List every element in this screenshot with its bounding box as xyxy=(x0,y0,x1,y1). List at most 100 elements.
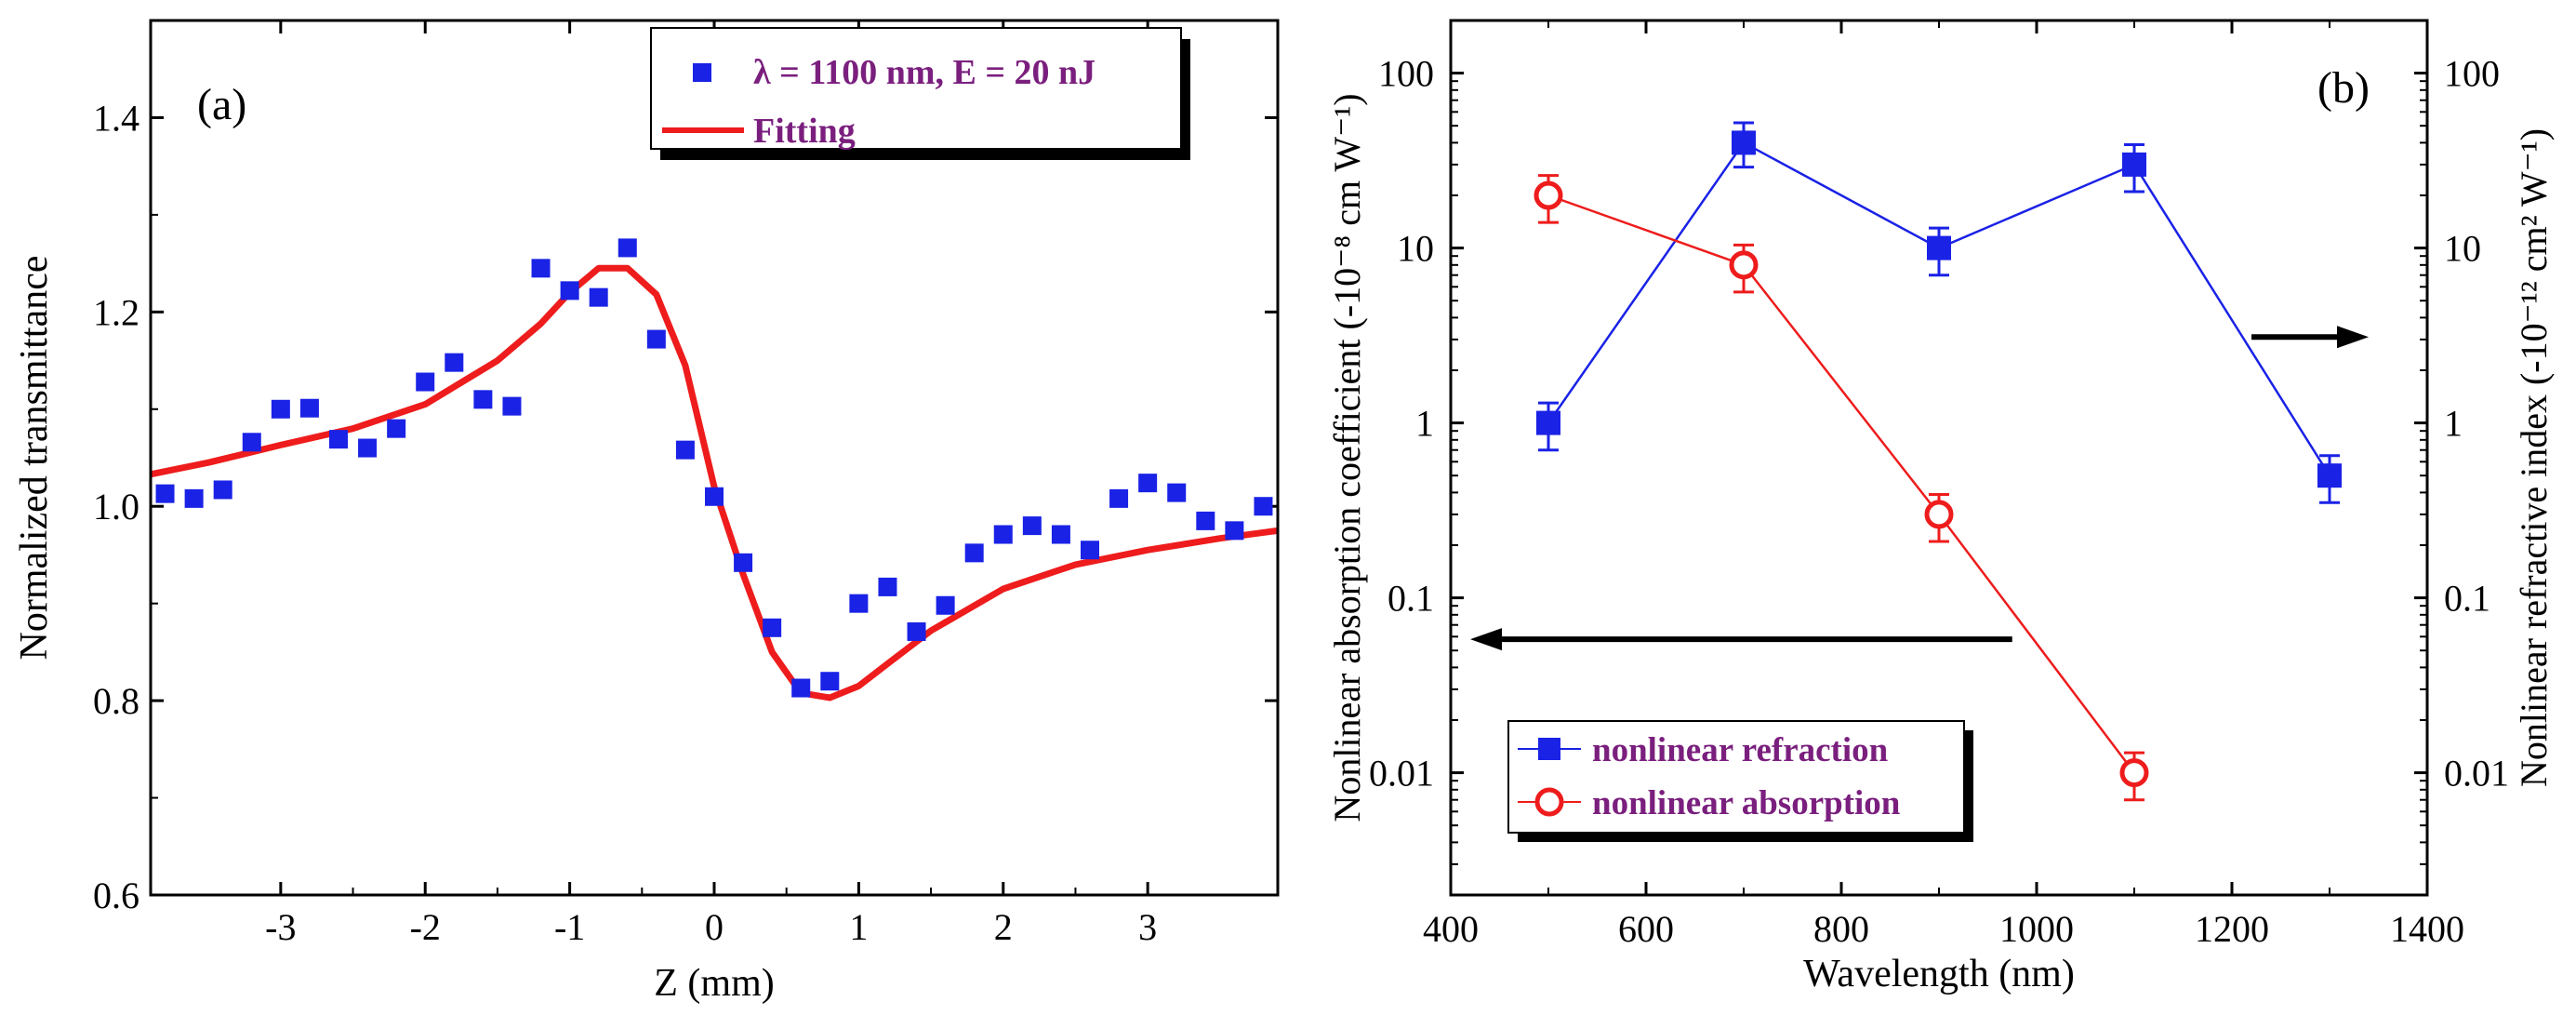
a-fitting-curve xyxy=(151,264,1278,701)
b-panel-label: (b) xyxy=(2317,63,2370,113)
a-data-point xyxy=(878,577,897,596)
a-y-tick-label: 1.2 xyxy=(93,291,139,333)
b-x-tick-label: 1000 xyxy=(1999,908,2074,950)
b-refraction-point xyxy=(2317,463,2342,488)
a-data-point xyxy=(213,480,232,500)
b-x-tick-label: 1400 xyxy=(2390,908,2464,950)
b-legend: nonlinear refraction nonlinear absorptio… xyxy=(1507,720,1973,842)
b-x-tick-label: 800 xyxy=(1813,908,1869,950)
a-data-point xyxy=(1081,541,1099,560)
panel-a: -3 -2 -1 0 1 2 3 0.6 0.8 1.0 1.2 1.4 (a) Z (mm) Nor… xyxy=(13,19,1280,1005)
b-x-tick-label: 600 xyxy=(1618,908,1674,950)
b-legend-circle-marker xyxy=(1534,787,1564,817)
a-data-point xyxy=(993,525,1013,544)
a-data-point xyxy=(705,487,724,506)
b-y-tick-label-left: 0.1 xyxy=(1388,578,1434,620)
b-y-tick-label-right: 0.01 xyxy=(2444,753,2509,795)
b-axis-arrows xyxy=(1470,326,2369,651)
a-data-point xyxy=(907,621,926,641)
a-data-point xyxy=(936,595,955,615)
b-legend-box xyxy=(1507,720,1965,834)
a-data-point xyxy=(1254,497,1273,516)
a-data-point xyxy=(1051,525,1070,544)
a-data-point xyxy=(820,672,840,691)
a-x-tick-label: 2 xyxy=(994,906,1013,948)
b-y-tick-label-left: 1 xyxy=(1415,403,1434,445)
b-y-tick-label-right: 10 xyxy=(2444,228,2481,270)
b-y-tick-label-left: 10 xyxy=(1397,228,1434,270)
b-y-axis-label-right: Nonlinear refractive index (-10⁻¹² cm² W… xyxy=(2513,128,2555,787)
b-absorption-line xyxy=(1547,194,2135,774)
b-x-tick-label: 400 xyxy=(1423,908,1479,950)
a-data-point xyxy=(1109,488,1129,508)
a-data-point xyxy=(1138,474,1158,493)
a-x-tick-label: -2 xyxy=(410,906,441,948)
a-data-point xyxy=(849,594,869,613)
a-plot-frame xyxy=(149,19,1280,897)
b-absorption-point xyxy=(1534,180,1563,210)
b-refraction-point xyxy=(1732,130,1756,155)
b-x-axis-label: Wavelength (nm) xyxy=(1803,953,2075,995)
a-data-point xyxy=(763,618,782,637)
a-legend-label-data: λ = 1100 nm, E = 20 nJ xyxy=(753,53,1095,92)
a-data-point xyxy=(358,438,378,458)
b-legend-label-absorption: nonlinear absorption xyxy=(1592,784,1901,822)
b-plot-area xyxy=(1534,121,2342,802)
b-absorption-point xyxy=(2119,758,2149,788)
a-y-axis-label: Normalized transmittance xyxy=(13,256,56,661)
a-y-tick-label: 0.6 xyxy=(93,875,139,916)
b-arrow-right-head xyxy=(2337,326,2369,349)
a-plot-area xyxy=(151,238,1278,701)
a-y-tick-label: 1.0 xyxy=(93,486,139,528)
a-data-point xyxy=(560,281,579,300)
a-data-point xyxy=(1167,483,1187,502)
a-data-point xyxy=(791,678,811,698)
b-y-axis-label-left: Nonlinear absorption coefficient (-10⁻⁸ … xyxy=(1326,93,1368,821)
a-data-point xyxy=(734,553,753,572)
a-data-point xyxy=(242,433,261,452)
a-data-point xyxy=(617,238,637,258)
b-refraction-point xyxy=(1927,235,1951,260)
a-data-point xyxy=(329,430,348,449)
a-panel-label: (a) xyxy=(197,80,246,129)
a-data-point xyxy=(155,484,175,503)
a-data-point xyxy=(502,396,522,416)
a-data-point xyxy=(646,329,666,349)
b-y-tick-label-left: 100 xyxy=(1378,53,1434,95)
a-data-point xyxy=(675,440,695,460)
b-legend-square-marker xyxy=(1538,738,1560,760)
a-data-point xyxy=(271,399,290,419)
b-y-tick-label-left: 0.01 xyxy=(1369,753,1434,795)
a-data-point xyxy=(416,372,435,392)
a-legend: λ = 1100 nm, E = 20 nJ Fitting xyxy=(650,27,1190,160)
a-data-point xyxy=(589,287,608,307)
a-x-axis-label: Z (mm) xyxy=(654,962,774,1005)
b-refraction-point xyxy=(1536,410,1560,435)
a-data-point xyxy=(531,259,551,278)
panel-b: 400 600 800 1000 1200 1400 0.01 0.01 0.1 0.1 1 1 10 1… xyxy=(1326,19,2555,995)
b-absorption-point xyxy=(1924,500,1954,529)
a-x-tick-label: 3 xyxy=(1138,906,1157,948)
b-y-tick-label-right: 100 xyxy=(2444,53,2500,95)
a-data-point xyxy=(1022,516,1042,536)
a-y-tick-label: 0.8 xyxy=(93,680,139,722)
b-plot-frame xyxy=(1449,19,2429,897)
a-data-point xyxy=(1225,521,1244,541)
b-y-tick-label-right: 1 xyxy=(2444,403,2463,445)
a-data-point xyxy=(964,543,984,563)
a-x-tick-label: -3 xyxy=(265,906,296,948)
b-legend-label-refraction: nonlinear refraction xyxy=(1592,731,1889,769)
a-data-point xyxy=(387,419,406,438)
a-y-tick-label: 1.4 xyxy=(93,97,139,139)
a-data-point xyxy=(445,353,464,372)
b-arrow-left-head xyxy=(1470,628,1502,651)
a-legend-square-marker xyxy=(693,63,711,82)
a-data-point xyxy=(184,488,204,508)
b-absorption-point xyxy=(1729,250,1759,280)
a-data-point xyxy=(299,398,319,418)
a-legend-label-fit: Fitting xyxy=(753,112,856,151)
a-data-point xyxy=(1196,511,1215,530)
b-refraction-line xyxy=(1547,140,2331,476)
a-x-tick-label: 0 xyxy=(705,906,724,948)
